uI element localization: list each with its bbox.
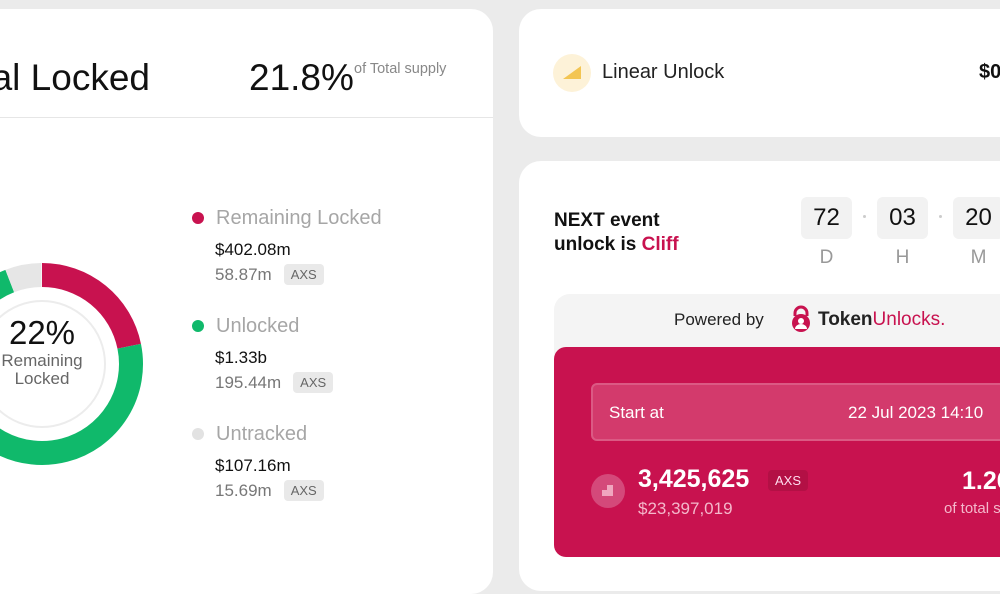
countdown-hours: 03 <box>877 197 928 239</box>
next-event-line2: unlock is <box>554 234 642 255</box>
token-tag: AXS <box>283 480 324 501</box>
countdown-minutes-unit: M <box>970 247 987 268</box>
legend-amount: 15.69m <box>215 480 272 500</box>
linear-unlock-value: $0 <box>979 61 1000 83</box>
donut-label-line2: Locked <box>14 369 70 388</box>
countdown-separator <box>939 215 942 218</box>
locked-percent: 21.8% <box>249 57 354 98</box>
locked-percent-caption: of Total supply <box>354 61 447 77</box>
brand-main: Token <box>818 309 873 330</box>
donut-center-label: 22% Remaining Locked <box>0 314 106 388</box>
divider <box>0 117 493 118</box>
legend-amount: 195.44m <box>215 372 282 392</box>
unlock-amount: 3,425,625 <box>638 465 750 493</box>
legend-remaining-locked: Remaining Locked $402.08m 58.87m AXS <box>192 206 382 285</box>
legend-name: Unlocked <box>216 314 300 337</box>
countdown-days: 72 <box>801 197 852 239</box>
legend-name: Untracked <box>216 422 308 445</box>
next-event-card: NEXT event unlock is Cliff 72 D 03 H 20 … <box>519 161 1000 591</box>
legend-dot-unlocked <box>192 320 204 332</box>
total-locked-title: Total Locked <box>0 57 150 98</box>
powered-by-bar: Powered by TokenUnlocks. <box>554 294 1000 354</box>
powered-by-text: Powered by <box>674 310 764 329</box>
next-event-text: NEXT event unlock is Cliff <box>554 209 679 257</box>
unlock-percent: 1.26 <box>962 467 1000 495</box>
countdown-separator <box>863 215 866 218</box>
unlock-amount-usd: $23,397,019 <box>638 499 733 518</box>
linear-unlock-icon <box>553 54 591 92</box>
unlock-amount-icon <box>591 474 625 508</box>
legend-untracked: Untracked $107.16m 15.69m AXS <box>192 422 324 501</box>
start-at-date: 22 Jul 2023 14:10 <box>848 403 984 422</box>
legend-amount: 58.87m <box>215 264 272 284</box>
total-locked-title-clip: Total Locked <box>0 9 150 119</box>
legend-dot-remaining <box>192 212 204 224</box>
next-event-type: Cliff <box>641 234 679 255</box>
donut-percent: 22% <box>8 314 76 351</box>
next-event-line1: NEXT event <box>554 210 660 231</box>
linear-unlock-label: Linear Unlock <box>602 61 725 83</box>
donut-inner-ring <box>0 300 106 428</box>
legend-usd: $1.33b <box>215 348 267 367</box>
legend-dot-untracked <box>192 428 204 440</box>
countdown-minutes: 20 <box>953 197 1000 239</box>
unlock-percent-caption: of total s <box>944 500 1000 517</box>
token-unlocks-brand: TokenUnlocks. <box>818 309 945 331</box>
donut-label-line1: Remaining <box>1 351 83 370</box>
donut-slice-remaining-locked <box>41 263 141 350</box>
legend-usd: $402.08m <box>215 240 291 259</box>
legend-name: Remaining Locked <box>216 206 382 229</box>
brand-accent: Unlocks. <box>872 309 946 330</box>
countdown-hours-unit: H <box>895 247 910 268</box>
token-tag: AXS <box>283 264 324 285</box>
token-unlocks-logo-icon <box>792 305 810 332</box>
unlock-token-tag: AXS <box>768 470 809 491</box>
token-tag: AXS <box>293 372 334 393</box>
start-at-box: Start at 22 Jul 2023 14:10 <box>591 383 1000 441</box>
donut-slice-untracked <box>5 263 42 293</box>
locked-donut-chart <box>0 263 143 465</box>
unlock-details-panel: Start at 22 Jul 2023 14:10 3,425,625 AXS… <box>554 347 1000 557</box>
legend-unlocked: Unlocked $1.33b 195.44m AXS <box>192 314 334 393</box>
total-locked-card: Total Locked 21.8% of Total supply 22% R… <box>0 9 493 594</box>
countdown-days-unit: D <box>819 247 834 268</box>
start-at-label: Start at <box>609 403 664 422</box>
legend-usd: $107.16m <box>215 456 291 475</box>
donut-slice-unlocked <box>0 269 143 465</box>
linear-unlock-card: Linear Unlock $0 <box>519 9 1000 137</box>
